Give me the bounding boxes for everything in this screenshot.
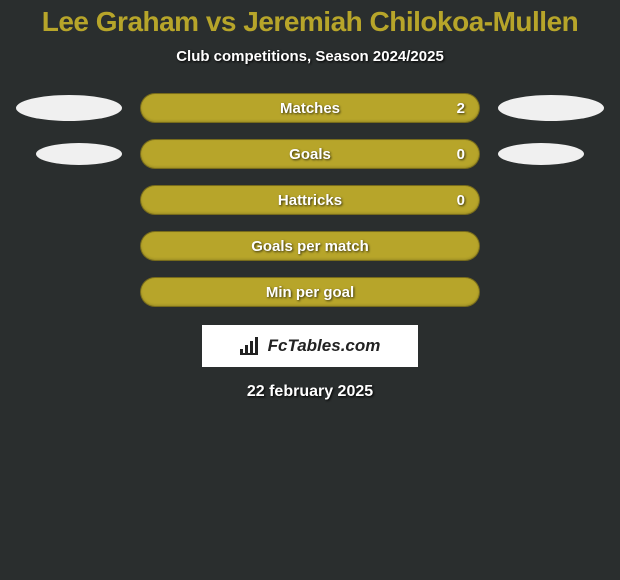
stat-value: 0 [457,192,465,209]
stat-row: Hattricks 0 [0,185,620,215]
right-marker [498,95,604,121]
stat-row: Goals 0 [0,139,620,169]
stat-bar-matches: Matches 2 [140,93,480,123]
date-label: 22 february 2025 [0,383,620,401]
right-marker [498,143,584,165]
stat-row: Min per goal [0,277,620,307]
stat-label: Matches [280,100,340,117]
stat-row: Matches 2 [0,93,620,123]
bar-chart-icon [240,337,262,355]
stat-label: Goals per match [251,238,369,255]
watermark-text: FcTables.com [268,336,381,356]
stat-label: Hattricks [278,192,342,209]
stat-label: Min per goal [266,284,354,301]
left-marker [36,143,122,165]
stat-value: 0 [457,146,465,163]
stat-row: Goals per match [0,231,620,261]
left-marker [16,95,122,121]
page-title: Lee Graham vs Jeremiah Chilokoa-Mullen [0,0,620,38]
stat-bar-min-per-goal: Min per goal [140,277,480,307]
stat-value: 2 [457,100,465,117]
stat-bar-goals-per-match: Goals per match [140,231,480,261]
watermark-badge: FcTables.com [202,325,418,367]
subtitle: Club competitions, Season 2024/2025 [0,48,620,65]
stat-bar-hattricks: Hattricks 0 [140,185,480,215]
stat-bar-goals: Goals 0 [140,139,480,169]
stat-label: Goals [289,146,331,163]
comparison-table: Matches 2 Goals 0 Hattricks 0 Goals per … [0,93,620,307]
